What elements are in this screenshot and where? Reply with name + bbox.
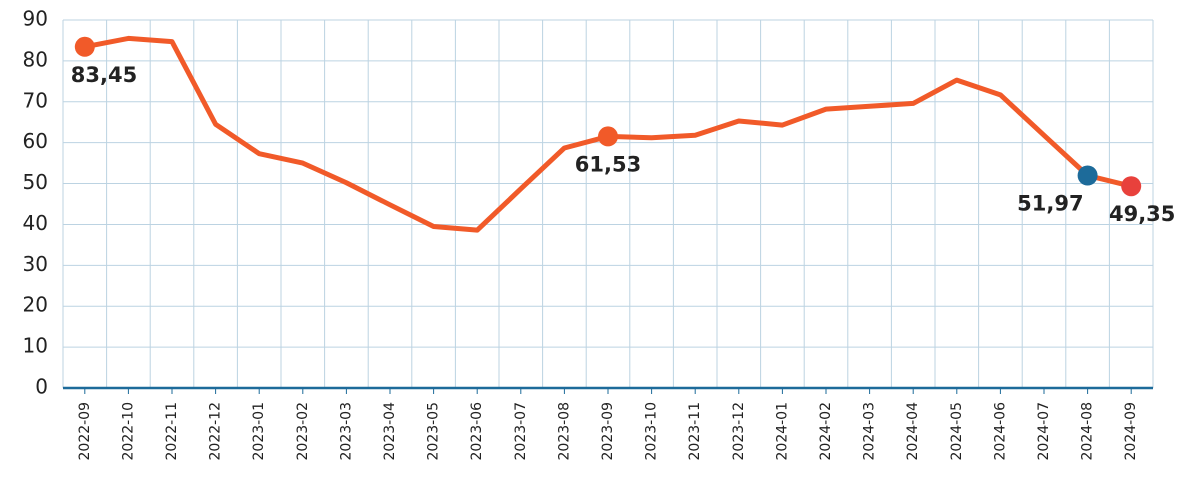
value-label: 61,53 bbox=[575, 152, 641, 176]
point-marker bbox=[598, 126, 618, 147]
x-tick-label: 2024-01 bbox=[774, 402, 790, 461]
x-tick-label: 2024-06 bbox=[992, 402, 1008, 461]
x-tick-label: 2022-10 bbox=[120, 402, 136, 461]
value-label: 83,45 bbox=[71, 63, 137, 87]
x-tick-label: 2023-04 bbox=[382, 402, 398, 461]
y-tick-label: 90 bbox=[23, 7, 48, 31]
x-tick-label: 2024-05 bbox=[949, 402, 965, 461]
x-tick-label: 2024-07 bbox=[1036, 402, 1052, 461]
x-tick-label: 2024-03 bbox=[862, 402, 878, 461]
point-marker bbox=[74, 36, 95, 57]
x-tick-label: 2023-09 bbox=[600, 402, 616, 461]
y-tick-label: 10 bbox=[23, 334, 48, 358]
x-tick-label: 2023-01 bbox=[251, 402, 267, 461]
x-tick-label: 2023-05 bbox=[426, 402, 442, 461]
x-tick-label: 2024-02 bbox=[818, 402, 834, 461]
x-tick-label: 2023-08 bbox=[556, 402, 572, 461]
x-tick-label: 2023-10 bbox=[644, 402, 660, 461]
x-tick-label: 2022-12 bbox=[208, 402, 224, 461]
value-label: 51,97 bbox=[1017, 192, 1083, 216]
y-tick-label: 40 bbox=[23, 211, 48, 235]
point-marker bbox=[1121, 176, 1142, 197]
y-tick-label: 30 bbox=[23, 252, 48, 276]
y-tick-label: 50 bbox=[23, 170, 48, 194]
x-tick-label: 2022-11 bbox=[164, 402, 180, 461]
x-tick-label: 2022-09 bbox=[77, 402, 93, 461]
x-tick-label: 2023-03 bbox=[338, 402, 354, 461]
y-tick-label: 70 bbox=[23, 88, 48, 112]
x-tick-label: 2023-06 bbox=[469, 402, 485, 461]
value-label: 49,35 bbox=[1109, 202, 1175, 226]
y-tick-label: 0 bbox=[35, 375, 48, 399]
x-tick-label: 2023-11 bbox=[687, 402, 703, 461]
y-tick-label: 80 bbox=[23, 47, 48, 71]
point-marker bbox=[1077, 165, 1098, 186]
x-tick-label: 2024-09 bbox=[1123, 402, 1139, 461]
x-tick-label: 2024-08 bbox=[1080, 402, 1096, 461]
x-tick-label: 2023-12 bbox=[731, 402, 747, 461]
x-tick-label: 2024-04 bbox=[905, 402, 921, 461]
x-tick-label: 2023-02 bbox=[295, 402, 311, 461]
x-tick-label: 2023-07 bbox=[513, 402, 529, 461]
y-tick-label: 20 bbox=[23, 293, 48, 317]
y-tick-label: 60 bbox=[23, 129, 48, 153]
